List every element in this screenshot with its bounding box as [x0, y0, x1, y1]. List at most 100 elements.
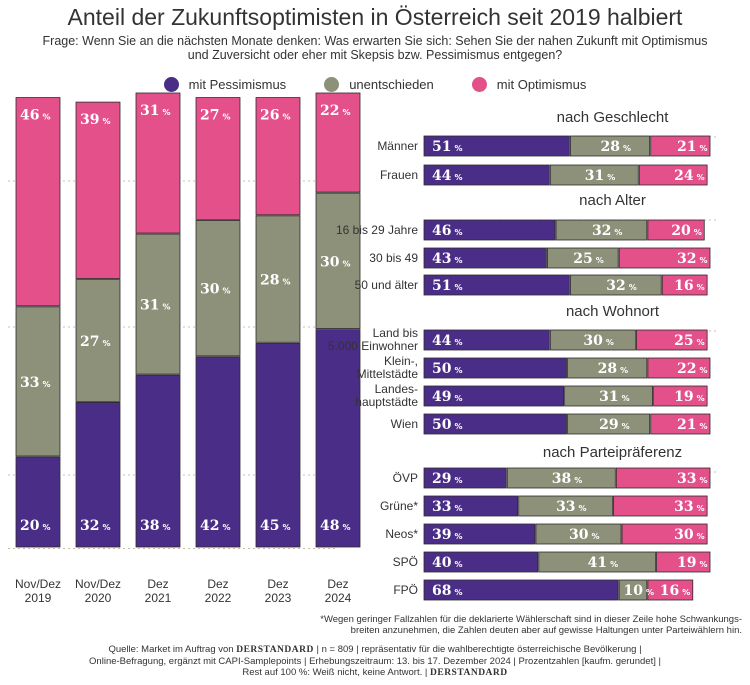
bar-optimism-3	[135, 92, 181, 234]
bar-undecided-1	[15, 306, 61, 457]
value-label: 22%	[320, 103, 351, 119]
brand-logo: DERSTANDARD	[236, 645, 314, 655]
row-0-0	[423, 135, 711, 157]
row-3-4	[423, 579, 694, 601]
brand-logo-footer: DERSTANDARD	[430, 668, 508, 678]
row-label-line: Neos*	[385, 526, 418, 541]
value-label: 29%	[432, 471, 463, 487]
row-1-0	[423, 219, 705, 241]
row-label-line: 30 bis 49	[369, 250, 418, 265]
bar-undecided	[564, 385, 654, 407]
value-label: 39%	[432, 527, 463, 543]
bar-pessimism-4	[195, 356, 241, 548]
value-label: 20%	[20, 518, 51, 534]
value-label: 16%	[674, 278, 705, 294]
value-label: 40%	[432, 555, 463, 571]
value-label: 20%	[671, 223, 702, 239]
row-label-line: 16 bis 29 Jahre	[335, 222, 418, 237]
bar-pessimism-5	[255, 342, 301, 548]
value-label: 44%	[432, 168, 463, 184]
column-2	[75, 101, 121, 548]
value-label: 28%	[598, 361, 629, 377]
bar-undecided	[518, 495, 613, 517]
legend-label-pessimism: mit Pessimismus	[188, 77, 287, 92]
bar-pessimism-6	[315, 329, 361, 548]
bar-undecided	[569, 135, 651, 157]
bar-optimism	[638, 164, 708, 186]
value-label: 46%	[432, 223, 463, 239]
value-label: 30%	[583, 333, 614, 349]
value-label: 32%	[606, 278, 637, 294]
bar-pessimism	[423, 467, 507, 489]
row-label-line: Mittelstädte	[356, 367, 418, 381]
x-tick-label: Nov/Dez 2019	[8, 577, 68, 605]
value-label: 28%	[260, 273, 291, 289]
value-label: 38%	[552, 471, 583, 487]
value-label: 38%	[140, 518, 171, 534]
bar-pessimism	[423, 579, 619, 601]
value-label: 33%	[432, 499, 463, 515]
bar-pessimism	[423, 357, 567, 379]
section-title: nach Parteipräferenz	[542, 444, 683, 461]
legend-swatch-pessimism	[163, 77, 179, 92]
legend: mit Pessimismus unentschieden mit Optimi…	[0, 77, 750, 92]
bar-undecided	[549, 164, 639, 186]
row-label: 50 und älter	[238, 278, 418, 292]
row-label: 30 bis 49	[238, 250, 418, 265]
x-tick-label-line: Nov/Dez	[14, 577, 61, 591]
value-label: 31%	[140, 103, 171, 119]
value-label: 19%	[674, 389, 705, 405]
question-line-1: Wenn Sie an die nächsten Monate denken: …	[82, 34, 708, 48]
value-label: 16%	[660, 583, 691, 599]
bar-optimism	[653, 385, 708, 407]
x-tick-label-line: 2021	[144, 591, 172, 605]
bar-pessimism	[423, 329, 550, 351]
value-label: 46%	[20, 108, 51, 124]
bar-pessimism	[423, 164, 550, 186]
legend-swatch-undecided	[324, 77, 340, 92]
bar-optimism	[621, 523, 708, 545]
footnote: *Wegen geringer Fallzahlen für die dekla…	[272, 614, 742, 636]
value-label: 29%	[599, 417, 630, 433]
row-label: ÖVP	[238, 470, 418, 485]
footnote-line-2: breiten anzunehmen, die Zahlen deuten ab…	[350, 625, 742, 636]
x-tick-label-line: 2020	[84, 591, 112, 605]
bar-pessimism	[423, 274, 570, 296]
row-label: Frauen	[238, 168, 418, 182]
bar-undecided	[535, 523, 622, 545]
row-3-3	[423, 551, 711, 573]
bar-undecided	[567, 357, 648, 379]
question-text: Frage: Wenn Sie an die nächsten Monate d…	[0, 34, 750, 62]
bar-pessimism	[423, 495, 519, 517]
row-label-line: 5.000 Einwohner	[327, 339, 418, 353]
x-tick-label: Nov/Dez 2020	[68, 577, 128, 605]
row-label-line: ÖVP	[392, 470, 418, 485]
x-tick-label-line: Nov/Dez	[74, 577, 121, 591]
value-label: 68%	[432, 583, 463, 599]
value-label: 27%	[200, 108, 231, 124]
row-label: Klein-, Mittelstädte	[238, 355, 418, 381]
value-label: 10%	[624, 583, 655, 599]
value-label: 51%	[432, 278, 463, 294]
row-label: Landes-hauptstädte	[238, 383, 418, 409]
bar-optimism-4	[195, 97, 241, 220]
bar-optimism	[656, 551, 711, 573]
value-label: 33%	[20, 375, 51, 391]
value-label: 50%	[432, 417, 463, 433]
row-label-line: FPÖ	[393, 582, 418, 597]
x-tick-label-line: Dez	[147, 577, 169, 591]
legend-label-optimism: mit Optimismus	[496, 77, 587, 92]
bar-undecided-5	[255, 215, 301, 343]
row-label: 16 bis 29 Jahre	[238, 222, 418, 237]
bar-undecided-3	[135, 233, 181, 375]
bar-optimism	[650, 135, 711, 157]
bar-undecided-4	[195, 219, 241, 357]
bar-pessimism-3	[135, 374, 181, 548]
row-label-line: Männer	[377, 138, 418, 153]
value-label: 43%	[432, 251, 463, 267]
section-title: nach Alter	[579, 192, 646, 209]
row-0-1	[423, 164, 708, 186]
row-label: SPÖ	[238, 555, 418, 569]
footnote-line-1: *Wegen geringer Fallzahlen für die dekla…	[320, 614, 742, 625]
